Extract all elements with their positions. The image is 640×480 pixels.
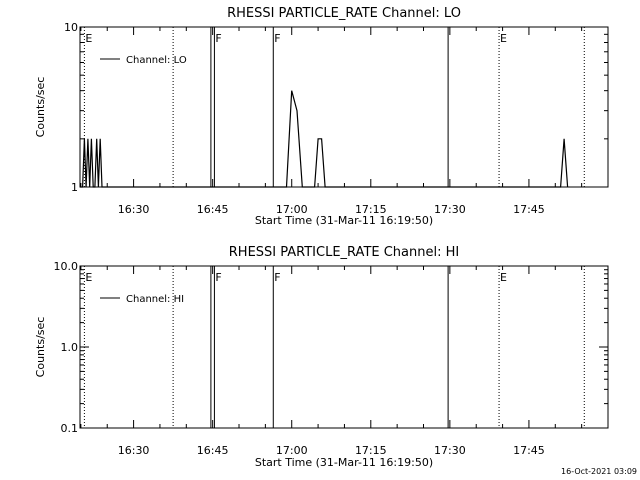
x-tick-label: 17:00 [276, 444, 308, 457]
x-tick-label: 16:30 [118, 444, 150, 457]
x-tick-label: 16:45 [197, 444, 229, 457]
x-tick-label: 17:15 [355, 444, 387, 457]
y-axis-label: Counts/sec [34, 77, 47, 138]
event-marker-label: F [274, 32, 280, 45]
y-tick-label: 0.1 [61, 422, 79, 435]
chart-title: RHESSI PARTICLE_RATE Channel: HI [229, 245, 459, 260]
event-marker-label: F [274, 271, 280, 284]
x-tick-label: 16:45 [197, 203, 229, 216]
hi-channel-panel: RHESSI PARTICLE_RATE Channel: HI Counts/s… [34, 245, 609, 469]
footer-timestamp: 16-Oct-2021 03:09 [561, 467, 637, 476]
y-tick-label: 10 [64, 21, 78, 34]
y-tick-label: 1.0 [61, 341, 79, 354]
event-marker-label: F [215, 271, 221, 284]
event-marker-label: E [85, 271, 92, 284]
legend-entry: Channel: LO [126, 55, 187, 66]
x-tick-label: 17:00 [276, 203, 308, 216]
legend: Channel: LO [100, 55, 187, 66]
plot-frame [79, 26, 609, 188]
x-axis-label: Start Time (31-Mar-11 16:19:50) [255, 456, 433, 469]
x-tick-label: 17:15 [355, 203, 387, 216]
y-axis-label: Counts/sec [34, 317, 47, 378]
x-tick-label: 17:30 [434, 203, 466, 216]
x-tick-label: 17:45 [513, 444, 545, 457]
event-marker-label: E [85, 32, 92, 45]
series-line [80, 90, 569, 188]
y-tick-label: 1 [71, 181, 78, 194]
legend: Channel: HI [100, 294, 184, 305]
chart-title: RHESSI PARTICLE_RATE Channel: LO [227, 6, 461, 21]
event-marker-label: E [500, 32, 507, 45]
x-tick-label: 17:30 [434, 444, 466, 457]
lo-channel-panel: RHESSI PARTICLE_RATE Channel: LO Counts/s… [34, 6, 609, 227]
event-marker-label: E [500, 271, 507, 284]
event-marker-label: F [215, 32, 221, 45]
y-tick-label: 10.0 [54, 260, 79, 273]
x-axis-label: Start Time (31-Mar-11 16:19:50) [255, 214, 433, 227]
legend-entry: Channel: HI [126, 294, 184, 305]
x-tick-label: 16:30 [118, 203, 150, 216]
plot-frame [79, 265, 609, 429]
x-tick-label: 17:45 [513, 203, 545, 216]
